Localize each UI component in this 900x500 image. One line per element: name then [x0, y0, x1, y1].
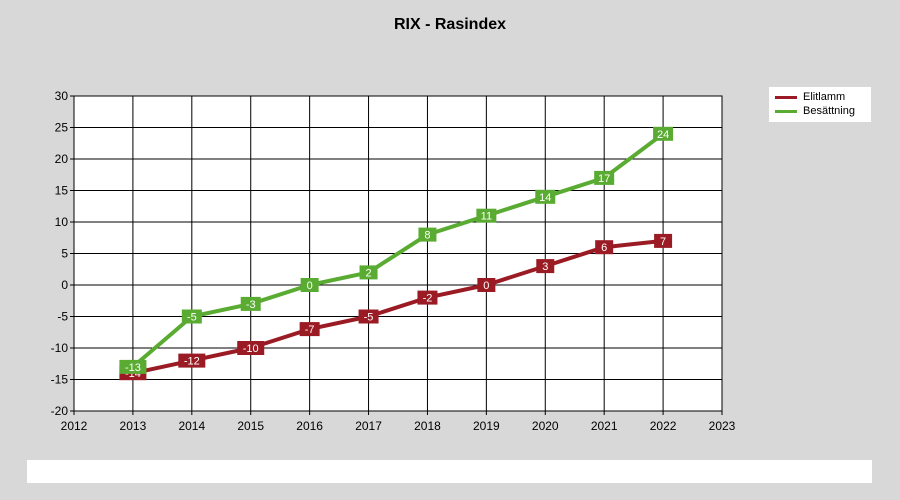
data-point-0 — [536, 259, 555, 274]
x-tick-label: 2017 — [355, 419, 382, 433]
x-tick-label: 2020 — [532, 419, 559, 433]
series-line-0 — [132, 238, 664, 376]
data-label-1: 17 — [598, 173, 610, 185]
data-point-0 — [178, 353, 206, 368]
data-label-0: -2 — [423, 293, 433, 305]
data-label-1: -13 — [125, 362, 141, 374]
data-label-0: -10 — [243, 343, 259, 355]
x-tick-label: 2021 — [591, 419, 618, 433]
data-point-1 — [359, 265, 378, 280]
data-label-0: 0 — [483, 280, 489, 292]
legend-label-besattning: Besättning — [803, 105, 855, 117]
data-label-1: -3 — [246, 299, 256, 311]
x-tick-label: 2012 — [61, 419, 88, 433]
data-label-0: -5 — [364, 312, 374, 324]
data-label-1: 2 — [365, 267, 371, 279]
data-label-1: 24 — [657, 129, 669, 141]
legend-swatch-besattning — [775, 109, 797, 113]
data-point-1 — [119, 359, 147, 374]
data-point-1 — [240, 296, 261, 311]
data-label-0: 6 — [601, 242, 607, 254]
data-point-1 — [535, 189, 556, 204]
x-tick-label: 2013 — [120, 419, 147, 433]
x-tick-label: 2015 — [237, 419, 264, 433]
y-tick-label: 5 — [61, 247, 68, 261]
y-tick-label: 25 — [55, 121, 69, 135]
plot-border — [73, 95, 723, 412]
data-label-1: -5 — [187, 312, 197, 324]
x-tick-label: 2019 — [473, 419, 500, 433]
x-tick-label: 2022 — [650, 419, 677, 433]
data-point-0 — [654, 233, 673, 248]
data-point-1 — [418, 227, 437, 242]
y-tick-label: -15 — [51, 373, 69, 387]
data-point-1 — [300, 278, 319, 292]
data-label-0: 7 — [660, 236, 666, 248]
data-point-0 — [237, 341, 265, 355]
data-label-0: -12 — [184, 356, 200, 368]
y-tick-label: 30 — [55, 89, 69, 103]
data-label-1: 0 — [307, 280, 313, 292]
data-label-1: 8 — [424, 230, 430, 242]
bottom-bar — [27, 460, 872, 483]
data-label-1: 11 — [481, 211, 492, 223]
data-label-0: -7 — [305, 324, 315, 336]
y-tick-label: -10 — [51, 341, 69, 355]
legend: Elitlamm Besättning — [769, 87, 871, 122]
data-point-0 — [299, 322, 320, 337]
data-point-1 — [476, 208, 497, 223]
legend-item-elitlamm: Elitlamm — [775, 90, 871, 104]
y-tick-label: -5 — [57, 310, 68, 324]
data-point-0 — [358, 309, 379, 324]
data-point-1 — [181, 309, 202, 324]
y-tick-label: -20 — [51, 404, 69, 418]
x-tick-label: 2014 — [178, 419, 205, 433]
data-point-0 — [477, 278, 496, 292]
data-point-1 — [594, 170, 615, 185]
series-line-1 — [131, 132, 665, 369]
chart-title: RIX - Rasindex — [393, 16, 507, 33]
y-tick-label: 20 — [55, 152, 69, 166]
data-label-0: 3 — [542, 261, 548, 273]
data-label-1: 14 — [539, 192, 551, 204]
y-tick-label: 10 — [55, 215, 69, 229]
data-point-0 — [417, 290, 438, 305]
data-point-0 — [595, 240, 614, 255]
data-point-1 — [653, 126, 674, 141]
y-tick-label: 0 — [61, 278, 68, 292]
x-tick-label: 2018 — [414, 419, 441, 433]
x-tick-label: 2016 — [296, 419, 323, 433]
y-tick-label: 15 — [55, 184, 69, 198]
legend-swatch-elitlamm — [775, 95, 797, 99]
legend-label-elitlamm: Elitlamm — [803, 91, 846, 103]
x-tick-label: 2023 — [709, 419, 736, 433]
legend-item-besattning: Besättning — [775, 104, 871, 118]
